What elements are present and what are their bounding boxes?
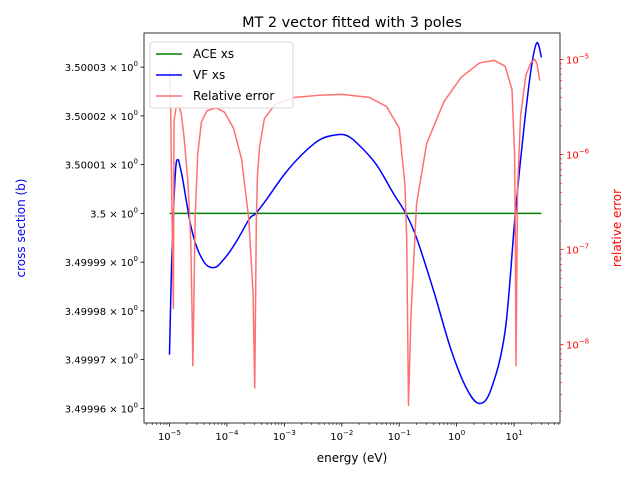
y2-tick-label: 10−8 (566, 338, 589, 352)
y-tick-label: 3.50003 × 100 (65, 60, 138, 74)
y2-tick-label: 10−5 (566, 52, 589, 66)
plot-frame (143, 32, 561, 424)
x-tick-label: 100 (448, 429, 465, 443)
y-tick-label: 3.5 × 100 (90, 206, 138, 220)
x-tick-label: 10−4 (215, 429, 239, 443)
legend: ACE xs VF xs Relative error (149, 41, 294, 109)
y-tick-label: 3.50002 × 100 (65, 109, 138, 123)
y-tick-label: 3.49997 × 100 (65, 353, 138, 367)
x-tick-label: 10−1 (388, 429, 411, 443)
legend-label: VF xs (193, 68, 225, 82)
y-tick-label: 3.50001 × 100 (65, 158, 138, 172)
legend-box (149, 41, 294, 109)
legend-label: ACE xs (193, 47, 234, 61)
series-relative-error-line (168, 58, 541, 407)
y2-tick-label: 10−7 (566, 243, 589, 257)
x-tick-label: 10−3 (273, 429, 296, 443)
series-vf-xs-line (168, 41, 543, 405)
y2-tick-label: 10−6 (566, 148, 590, 162)
y-tick-label: 3.49996 × 100 (65, 401, 138, 415)
plot-area (168, 41, 543, 407)
x-tick-label: 101 (505, 429, 522, 443)
legend-label: Relative error (193, 89, 274, 103)
y2-axis-label: relative error (610, 189, 624, 267)
y-axis-label: cross section (b) (14, 179, 28, 278)
x-tick-label: 10−2 (330, 429, 353, 443)
y-tick-label: 3.49999 × 100 (65, 255, 138, 269)
y-tick-label: 3.49998 × 100 (65, 304, 138, 318)
x-tick-label: 10−5 (158, 429, 181, 443)
chart-title: MT 2 vector fitted with 3 poles (242, 15, 462, 31)
x-axis-label: energy (eV) (317, 451, 388, 465)
axes: 10−5 10−4 10−3 10−2 10−1 100 101 3.50003 × 100 3… (65, 32, 590, 443)
